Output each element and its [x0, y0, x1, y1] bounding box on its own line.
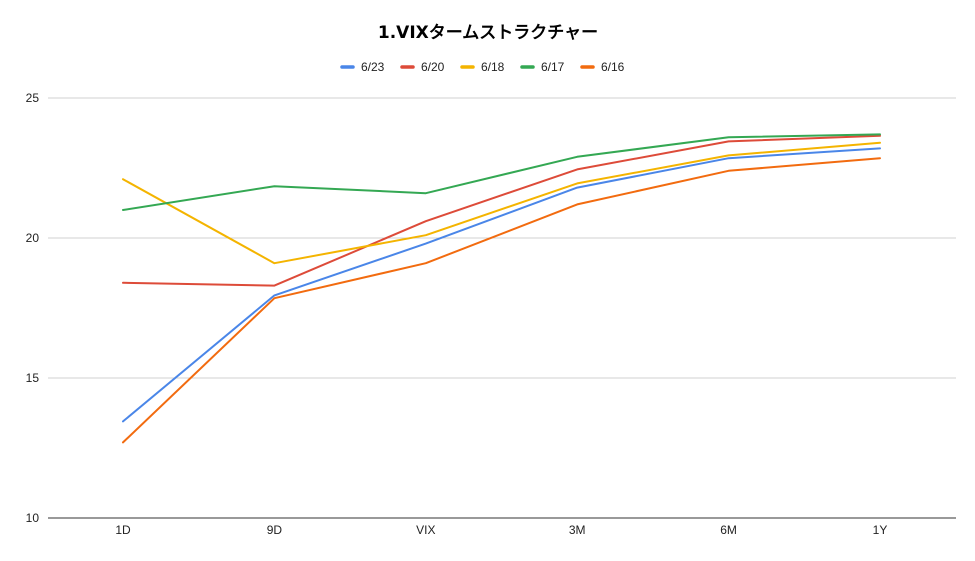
y-tick-label: 15 [26, 371, 40, 385]
x-tick-label: 1Y [873, 523, 888, 537]
series-line-6-16 [122, 157, 881, 444]
legend-label: 6/23 [361, 60, 385, 74]
gridlines [48, 97, 956, 519]
legend: 6/23 6/20 6/18 6/17 6/16 [340, 60, 625, 74]
series-line-6-20 [122, 134, 881, 287]
x-tick-label: 6M [720, 523, 737, 537]
x-tick-label: 3M [569, 523, 586, 537]
series-line-6-17 [122, 133, 881, 211]
y-axis-ticks: 10 15 20 25 [26, 91, 40, 525]
legend-label: 6/18 [481, 60, 505, 74]
y-tick-label: 10 [26, 511, 40, 525]
legend-label: 6/16 [601, 60, 625, 74]
y-tick-label: 20 [26, 231, 40, 245]
x-tick-label: 1D [115, 523, 131, 537]
series-line-6-23 [122, 147, 881, 423]
y-tick-label: 25 [26, 91, 40, 105]
series-line-6-18 [122, 141, 881, 265]
legend-label: 6/17 [541, 60, 565, 74]
x-tick-label: 9D [267, 523, 283, 537]
series-lines [122, 133, 881, 444]
x-axis-ticks: 1D 9D VIX 3M 6M 1Y [115, 523, 887, 537]
x-tick-label: VIX [416, 523, 435, 537]
chart-title: 1.VIXタームストラクチャー [378, 23, 598, 43]
legend-label: 6/20 [421, 60, 445, 74]
